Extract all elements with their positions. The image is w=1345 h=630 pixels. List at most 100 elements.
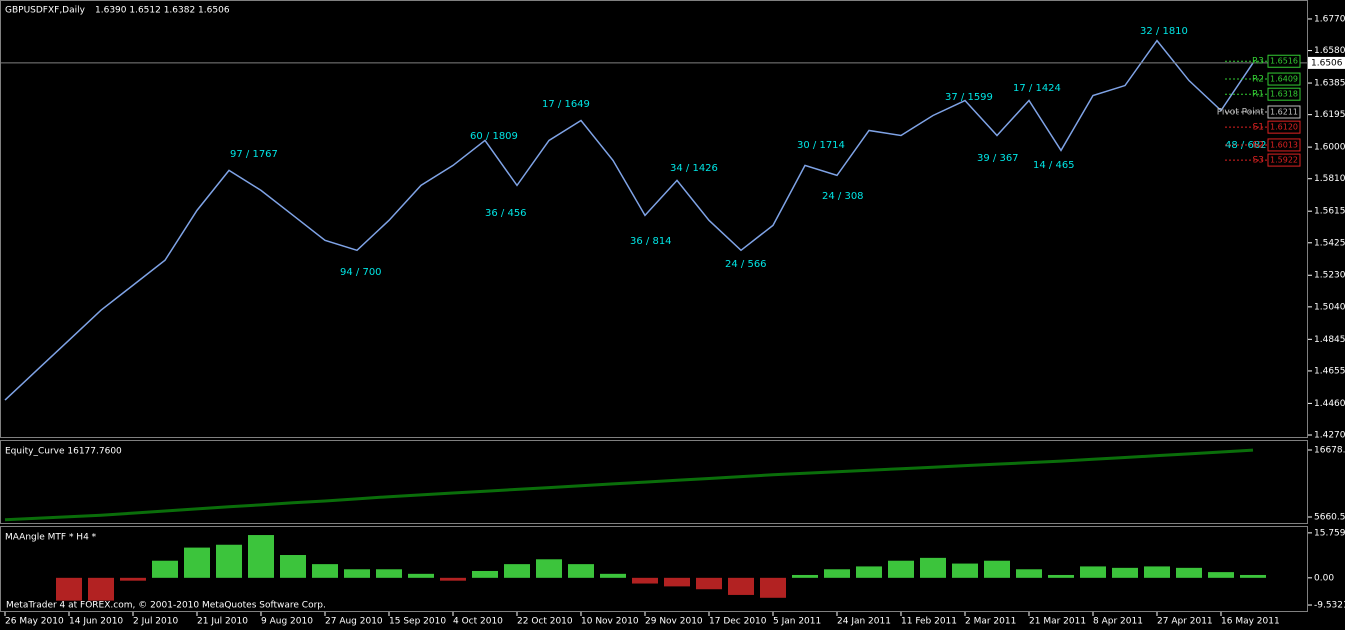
zigzag-label: 30 / 1714	[797, 140, 845, 151]
histogram-bar	[824, 569, 850, 578]
pivot-box	[1267, 138, 1301, 152]
pivot-value: 1.6318	[1270, 90, 1298, 99]
pivot-name: S1	[1253, 123, 1264, 133]
line	[4, 39, 1254, 401]
y-tick-label: 1.4460	[1314, 399, 1345, 409]
x-tick-label: 2 Jul 2010	[133, 617, 178, 627]
pivot-box	[1267, 72, 1301, 86]
ohlc-readout: 1.6390 1.6512 1.6382 1.6506	[95, 6, 230, 16]
histogram-bar	[1176, 567, 1202, 578]
y-tick-label: 1.6385	[1314, 79, 1345, 89]
zigzag-label: 37 / 1599	[945, 92, 993, 103]
indicator-pane-border	[0, 526, 1308, 612]
y-tick-label: 1.5425	[1314, 238, 1345, 248]
histogram-bar	[600, 573, 626, 578]
histogram-bar	[376, 569, 402, 578]
zigzag-label: 32 / 1810	[1140, 26, 1188, 37]
zigzag-label: 48 / 682	[1225, 140, 1267, 151]
x-tick-label: 27 Apr 2011	[1157, 617, 1213, 627]
x-tick-label: 14 Jun 2010	[69, 617, 123, 627]
histogram-bar	[408, 573, 434, 578]
pivot-value: 1.6120	[1270, 123, 1298, 132]
histogram-bar	[536, 559, 562, 578]
pivot-name: R2	[1252, 75, 1264, 85]
y-tick-label: 16678.5	[1314, 445, 1345, 455]
histogram-bar	[792, 574, 818, 578]
zigzag-label: 39 / 367	[977, 153, 1019, 164]
y-tick-label: 1.5810	[1314, 174, 1345, 184]
zigzag-label: 60 / 1809	[470, 131, 518, 142]
zigzag-label: 24 / 308	[822, 191, 864, 202]
pivot-name: R3	[1252, 57, 1264, 67]
x-tick-label: 11 Feb 2011	[901, 617, 957, 627]
x-tick-label: 5 Jan 2011	[773, 617, 821, 627]
x-tick-label: 29 Nov 2010	[645, 617, 703, 627]
histogram-bar	[504, 564, 530, 578]
line	[4, 448, 1254, 522]
histogram-bar	[952, 563, 978, 578]
y-tick-label: 1.5615	[1314, 207, 1345, 217]
histogram-bar	[184, 547, 210, 578]
zigzag-label: 24 / 566	[725, 259, 767, 270]
histogram-bar	[1144, 566, 1170, 578]
zigzag-label: 36 / 814	[630, 236, 672, 247]
pivot-box	[1267, 153, 1301, 167]
pivot-value: 1.6013	[1270, 140, 1298, 149]
pivot-value: 1.6409	[1270, 75, 1298, 84]
histogram-bar	[280, 555, 306, 578]
y-tick-label: 1.6770	[1314, 14, 1345, 24]
histogram-bar	[920, 557, 946, 578]
x-tick-label: 21 Jul 2010	[197, 617, 248, 627]
x-tick-label: 15 Sep 2010	[389, 617, 446, 627]
histogram-bar	[56, 577, 82, 601]
pivot-box	[1267, 120, 1301, 134]
histogram-bar	[1016, 569, 1042, 578]
x-tick-label: 2 Mar 2011	[965, 617, 1016, 627]
histogram-bar	[344, 569, 370, 578]
x-tick-label: 21 Mar 2011	[1029, 617, 1086, 627]
footer: MetaTrader 4 at FOREX.com, © 2001-2010 M…	[6, 601, 326, 611]
y-tick-label: 1.6195	[1314, 110, 1345, 120]
zigzag-label: 94 / 700	[340, 267, 382, 278]
histogram-bar	[312, 564, 338, 578]
histogram-bar	[248, 535, 274, 578]
histogram-bar	[88, 577, 114, 601]
x-tick-label: 9 Aug 2010	[261, 617, 313, 627]
pivot-name: S3	[1253, 156, 1264, 166]
x-tick-label: 24 Jan 2011	[837, 617, 891, 627]
pivot-value: 1.6516	[1270, 57, 1298, 66]
histogram-bar	[472, 570, 498, 578]
x-tick-label: 8 Apr 2011	[1093, 617, 1143, 627]
pane-title: MAAngle MTF * H4 *	[5, 533, 97, 543]
zigzag-label: 36 / 456	[485, 208, 527, 219]
y-tick-label: 5660.58	[1314, 513, 1345, 523]
histogram-bar	[1112, 567, 1138, 578]
pivot-box	[1267, 105, 1301, 119]
y-tick-label: 0.00	[1314, 573, 1334, 583]
pivot-box	[1267, 54, 1301, 68]
zigzag-label: 17 / 1424	[1013, 83, 1061, 94]
histogram-bar	[1208, 572, 1234, 578]
x-tick-label: 17 Dec 2010	[709, 617, 767, 627]
x-tick-label: 22 Oct 2010	[517, 617, 573, 627]
histogram-bar	[664, 577, 690, 587]
histogram-bar	[152, 560, 178, 578]
y-tick-label: 1.6580	[1314, 46, 1345, 56]
y-tick-label: 1.4655	[1314, 366, 1345, 376]
main-pane-border	[0, 0, 1308, 438]
histogram-bar	[1080, 566, 1106, 578]
pane-title: Equity_Curve 16177.7600	[5, 447, 122, 457]
histogram-bar	[888, 560, 914, 578]
y-tick-label: 1.4270	[1314, 431, 1345, 441]
histogram-bar	[440, 577, 466, 581]
y-tick-label: -9.53212	[1314, 601, 1345, 611]
histogram-bar	[760, 577, 786, 598]
pivot-value: 1.5922	[1270, 156, 1298, 165]
histogram-bar	[120, 577, 146, 581]
zigzag-label: 97 / 1767	[230, 149, 278, 160]
x-tick-label: 10 Nov 2010	[581, 617, 639, 627]
pivot-box	[1267, 87, 1301, 101]
histogram-bar	[984, 560, 1010, 578]
y-tick-label: 1.6000	[1314, 143, 1345, 153]
